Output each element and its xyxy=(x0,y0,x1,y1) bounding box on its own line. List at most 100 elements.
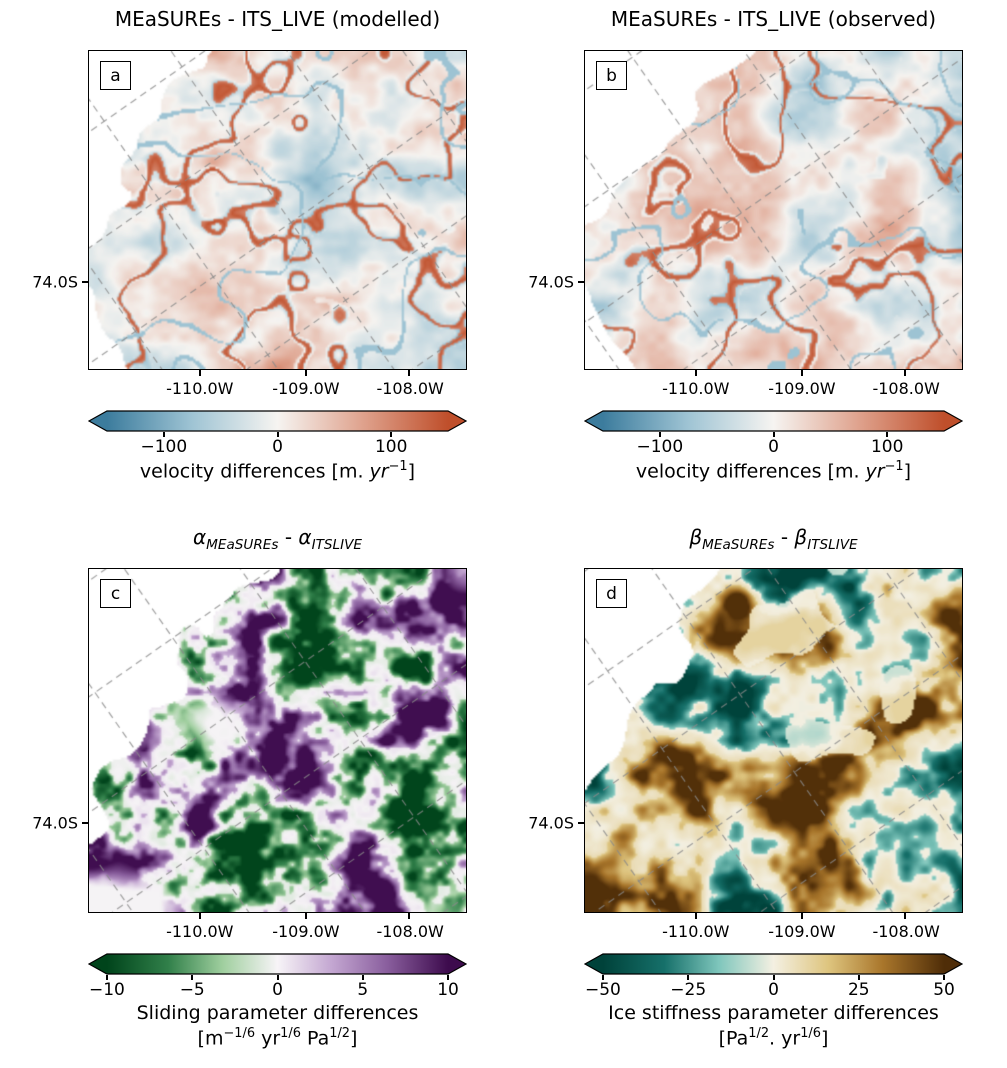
colorbar-tick-label: 0 xyxy=(768,437,779,457)
colorbar-label-line1: Sliding parameter differences xyxy=(136,1002,419,1024)
panel-d-xtick-mark xyxy=(800,912,803,919)
panel-c-ytick-mark xyxy=(82,821,89,824)
panel-a-title: MEaSUREs - ITS_LIVE (modelled) xyxy=(114,7,441,31)
panel-d-ytick-mark xyxy=(578,821,585,824)
panel-c-block: αMEaSUREs - αITSLIVE c 74.0S -110.0W -10… xyxy=(0,522,470,1051)
panel-d-title: βMEaSUREs - βITSLIVE xyxy=(689,525,858,553)
colorbar-label-line2: [m−1/6 yr1/6 Pa1/2] xyxy=(197,1025,358,1050)
panel-d-block: βMEaSUREs - βITSLIVE d 74.0S -110.0W -10… xyxy=(496,522,966,1051)
colorbar-label-line1: velocity differences [m. yr−1] xyxy=(635,459,912,483)
colorbar-label: velocity differences [m. yr−1] xyxy=(584,459,963,484)
colorbar-ticks: −100 0 100 xyxy=(584,432,963,459)
panel-b-xticks: -110.0W -109.0W -108.0W xyxy=(584,370,963,400)
panel-b-xtick-mark xyxy=(800,369,803,376)
colorbar-tick-label: 25 xyxy=(847,980,870,1000)
panel-a-block: MEaSUREs - ITS_LIVE (modelled) a 74.0S -… xyxy=(0,4,470,484)
panel-c-xtick-mark xyxy=(304,912,307,919)
panel-d-letter: d xyxy=(596,579,627,608)
panel-d-xtick-label: -109.0W xyxy=(768,922,836,941)
panel-d-map-canvas xyxy=(585,569,962,912)
colorbar-tickmark xyxy=(390,432,393,437)
colorbar-tick-label: −50 xyxy=(584,980,621,1000)
panel-a-xtick-label: -110.0W xyxy=(166,379,234,398)
panel-c-xtick-label: -108.0W xyxy=(376,922,444,941)
panel-a-xtick-mark xyxy=(408,369,411,376)
panel-a-ytick-label: 74.0S xyxy=(32,272,78,292)
colorbar-label-line1: Ice stiffness parameter differences xyxy=(608,1002,939,1024)
colorbar-tickmark xyxy=(886,432,889,437)
colorbar-tickmark xyxy=(772,432,775,437)
colorbar-ticks: −100 0 100 xyxy=(88,432,467,459)
panel-b-xtick-label: -109.0W xyxy=(768,379,836,398)
colorbar-tick-label: 10 xyxy=(437,980,459,1000)
colorbar-gradient-bar xyxy=(88,953,467,975)
colorbar-tick-label: −25 xyxy=(670,980,707,1000)
panel-b-title: MEaSUREs - ITS_LIVE (observed) xyxy=(610,7,937,31)
colorbar-label-line2: [Pa1/2. yr1/6] xyxy=(718,1025,829,1050)
panel-b-ytick-label: 74.0S xyxy=(528,272,574,292)
panel-c-xtick-label: -109.0W xyxy=(272,922,340,941)
colorbar-tick-label: 0 xyxy=(768,980,779,1000)
panel-a-ytick-mark xyxy=(82,280,89,283)
panel-a-colorbar: −100 0 100 velocity differences [m. yr−1] xyxy=(88,410,467,484)
panel-c-ytick-label: 74.0S xyxy=(32,813,78,833)
panel-c-xtick-label: -110.0W xyxy=(166,922,234,941)
colorbar-tickmark xyxy=(658,432,661,437)
panel-a-xtick-label: -108.0W xyxy=(376,379,444,398)
colorbar-ticks: −10 −5 0 5 10 xyxy=(88,975,467,1002)
panel-d-map: d 74.0S xyxy=(528,568,963,919)
colorbar-tickmark xyxy=(105,975,108,980)
panel-d-colorbar: −50 −25 0 25 50 Ice stiffness parameter diff… xyxy=(584,953,963,1051)
panel-b-colorbar: −100 0 100 velocity differences [m. yr−1] xyxy=(584,410,963,484)
panel-b-xtick-mark xyxy=(695,369,698,376)
panel-b-xtick-label: -110.0W xyxy=(662,379,730,398)
panel-a-map: a 74.0S xyxy=(32,50,467,376)
panel-c-letter: c xyxy=(100,579,131,608)
colorbar-tick-label: 5 xyxy=(357,980,369,1000)
colorbar-tickmark xyxy=(447,975,450,980)
panel-c-title: αMEaSUREs - αITSLIVE xyxy=(192,525,363,553)
panel-b-block: MEaSUREs - ITS_LIVE (observed) b 74.0S -… xyxy=(496,4,966,484)
panel-a-map-canvas xyxy=(89,51,466,369)
panel-c-colorbar: −10 −5 0 5 10 Sliding parameter differences … xyxy=(88,953,467,1051)
colorbar-tick-label: 100 xyxy=(374,437,408,457)
colorbar-gradient-bar xyxy=(584,410,963,432)
panel-d-xticks: -110.0W -109.0W -108.0W xyxy=(584,913,963,943)
colorbar-label: velocity differences [m. yr−1] xyxy=(88,459,467,484)
colorbar-tickmark xyxy=(772,975,775,980)
panel-b-letter: b xyxy=(596,61,627,90)
colorbar-tickmark xyxy=(361,975,364,980)
colorbar-tick-label: 50 xyxy=(933,980,955,1000)
panel-c-map-canvas xyxy=(89,569,466,912)
colorbar-tickmark xyxy=(687,975,690,980)
colorbar-tick-label: −100 xyxy=(636,437,684,457)
panel-a-xtick-mark xyxy=(199,369,202,376)
colorbar-label: Sliding parameter differences [m−1/6 yr1… xyxy=(88,1002,467,1051)
panel-c-xticks: -110.0W -109.0W -108.0W xyxy=(88,913,467,943)
panel-a-letter: a xyxy=(100,61,131,90)
panel-a-xticks: -110.0W -109.0W -108.0W xyxy=(88,370,467,400)
colorbar-tickmark xyxy=(276,975,279,980)
colorbar-tickmark xyxy=(276,432,279,437)
panel-a-xtick-mark xyxy=(304,369,307,376)
panel-c-map: c 74.0S xyxy=(32,568,467,919)
panel-c-xtick-mark xyxy=(408,912,411,919)
panel-c-xtick-mark xyxy=(199,912,202,919)
colorbar-gradient-bar xyxy=(584,953,963,975)
colorbar-tickmark xyxy=(601,975,604,980)
colorbar-tickmark xyxy=(943,975,946,980)
colorbar-tickmark xyxy=(191,975,194,980)
colorbar-tick-label: 0 xyxy=(272,437,283,457)
colorbar-tick-label: −10 xyxy=(88,980,125,1000)
colorbar-ticks: −50 −25 0 25 50 xyxy=(584,975,963,1002)
panel-b-xtick-mark xyxy=(904,369,907,376)
panel-b-xtick-label: -108.0W xyxy=(872,379,940,398)
panel-d-xtick-label: -108.0W xyxy=(872,922,940,941)
panel-d-xtick-mark xyxy=(695,912,698,919)
colorbar-tickmark xyxy=(857,975,860,980)
panel-b-map: b 74.0S xyxy=(528,50,963,376)
colorbar-tick-label: 100 xyxy=(870,437,904,457)
colorbar-gradient-bar xyxy=(88,410,467,432)
panel-d-xtick-label: -110.0W xyxy=(662,922,730,941)
